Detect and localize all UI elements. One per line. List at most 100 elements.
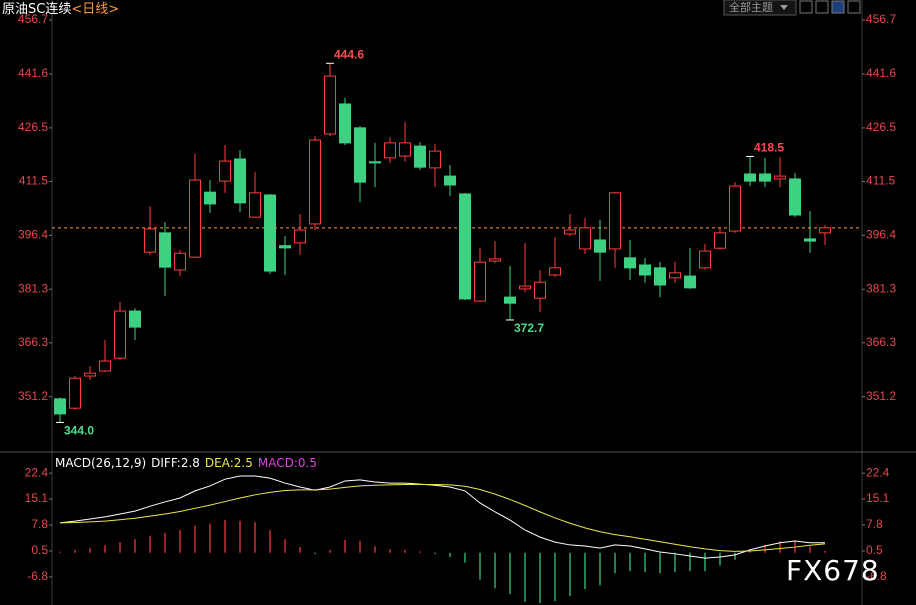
- y-tick-label-right: 396.4: [866, 228, 896, 242]
- candle-body: [564, 229, 576, 235]
- candle-body: [384, 142, 396, 159]
- y-tick-label-right: 351.2: [866, 389, 896, 403]
- candle-body: [579, 227, 591, 250]
- y-tick-label: 411.5: [19, 174, 48, 188]
- candle-body: [189, 179, 201, 258]
- y-tick-label-right: 7.8: [866, 517, 883, 531]
- candle-body: [324, 75, 336, 135]
- y-tick-label-right: 426.5: [866, 120, 896, 134]
- y-tick-label: 396.4: [18, 228, 48, 242]
- instrument: 原油SC连续: [2, 1, 71, 17]
- legend-entry: DEA:2.5: [205, 456, 253, 470]
- candle-body: [684, 275, 696, 289]
- candle-body: [444, 175, 456, 186]
- y-tick-label: 381.3: [18, 281, 48, 295]
- candle-body: [429, 150, 441, 169]
- candle-body: [234, 158, 246, 204]
- y-tick-label: 456.7: [18, 12, 48, 26]
- candle-body: [489, 258, 501, 262]
- y-tick-label: 15.1: [25, 491, 49, 505]
- candle-body: [174, 252, 186, 271]
- candle-body: [534, 281, 546, 299]
- candle-body: [129, 310, 141, 328]
- candle-body: [339, 103, 351, 144]
- candle-body: [369, 161, 381, 164]
- icon-button[interactable]: [847, 0, 861, 14]
- macd-line: [59, 475, 825, 559]
- y-tick-label-right: 15.1: [866, 491, 890, 505]
- y-tick-label: 441.6: [18, 66, 48, 80]
- candle-body: [729, 185, 741, 232]
- legend-entry: MACD:0.5: [258, 456, 317, 470]
- y-tick-label-right: -6.8: [866, 569, 887, 583]
- candle-body: [204, 191, 216, 205]
- y-tick-label-right: 441.6: [866, 66, 896, 80]
- extreme-label: 444.6: [334, 47, 364, 61]
- y-tick-label: 366.3: [18, 335, 48, 349]
- extreme-label: 344.0: [64, 424, 94, 438]
- theme-button[interactable]: [723, 0, 797, 16]
- icon-button[interactable]: [815, 0, 829, 14]
- candle-body: [594, 239, 606, 253]
- chart-title: 原油SC连续<日线>: [2, 1, 119, 17]
- candle-body: [624, 257, 636, 269]
- candle-body: [474, 261, 486, 302]
- candle-body: [744, 173, 756, 182]
- y-tick-label-right: 381.3: [866, 281, 896, 295]
- candle-body: [354, 127, 366, 183]
- y-tick-label-right: 0.5: [866, 543, 883, 557]
- candle-body: [144, 228, 156, 253]
- candle-body: [789, 178, 801, 216]
- candle-body: [504, 296, 516, 304]
- icon-button[interactable]: [831, 0, 845, 14]
- candle-body: [699, 250, 711, 269]
- candle-body: [294, 229, 306, 244]
- candle-body: [54, 398, 66, 415]
- candle-body: [669, 272, 681, 279]
- candle-body: [219, 160, 231, 182]
- candle-body: [249, 192, 261, 218]
- candle-body: [264, 194, 276, 272]
- extreme-label: 372.7: [514, 321, 544, 335]
- y-tick-label: 7.8: [31, 517, 48, 531]
- y-tick-label: 351.2: [18, 389, 48, 403]
- icon-button[interactable]: [799, 0, 813, 14]
- candle-body: [114, 310, 126, 359]
- y-tick-label: 22.4: [25, 465, 49, 479]
- y-tick-label: 0.5: [31, 543, 48, 557]
- candle-body: [459, 193, 471, 300]
- candle-body: [69, 377, 81, 409]
- candle-body: [159, 232, 171, 268]
- candle-body: [774, 175, 786, 180]
- candle-body: [309, 139, 321, 225]
- y-tick-label-right: 456.7: [866, 12, 896, 26]
- candle-body: [819, 227, 831, 234]
- y-tick-label-right: 22.4: [866, 465, 890, 479]
- macd-title: MACD(26,12,9): [55, 456, 146, 470]
- extreme-label: 418.5: [754, 141, 784, 155]
- candle-body: [804, 238, 816, 242]
- candle-body: [654, 267, 666, 286]
- dropdown-arrow: [780, 5, 788, 10]
- candle-body: [279, 245, 291, 249]
- y-tick-label-right: 366.3: [866, 335, 896, 349]
- candle-body: [639, 264, 651, 276]
- y-tick-label-right: 411.5: [866, 174, 895, 188]
- candle-body: [399, 142, 411, 157]
- candle-body: [414, 145, 426, 168]
- watermark: FX678: [786, 554, 880, 587]
- candle-body: [549, 267, 561, 276]
- candle-body: [609, 192, 621, 250]
- macd-header: MACD(26,12,9) DIFF:2.8 DEA:2.5 MACD:0.5: [55, 456, 317, 470]
- y-tick-label: 426.5: [18, 120, 48, 134]
- candle-body: [714, 232, 726, 249]
- macd-line: [59, 484, 826, 552]
- period: <日线>: [71, 2, 119, 17]
- legend-entry: DIFF:2.8: [151, 456, 200, 470]
- y-tick-label: -6.8: [27, 569, 48, 583]
- theme-button-label[interactable]: 全部主题: [729, 0, 773, 14]
- candle-body: [519, 285, 531, 290]
- candle-body: [84, 372, 96, 377]
- candle-body: [99, 360, 111, 372]
